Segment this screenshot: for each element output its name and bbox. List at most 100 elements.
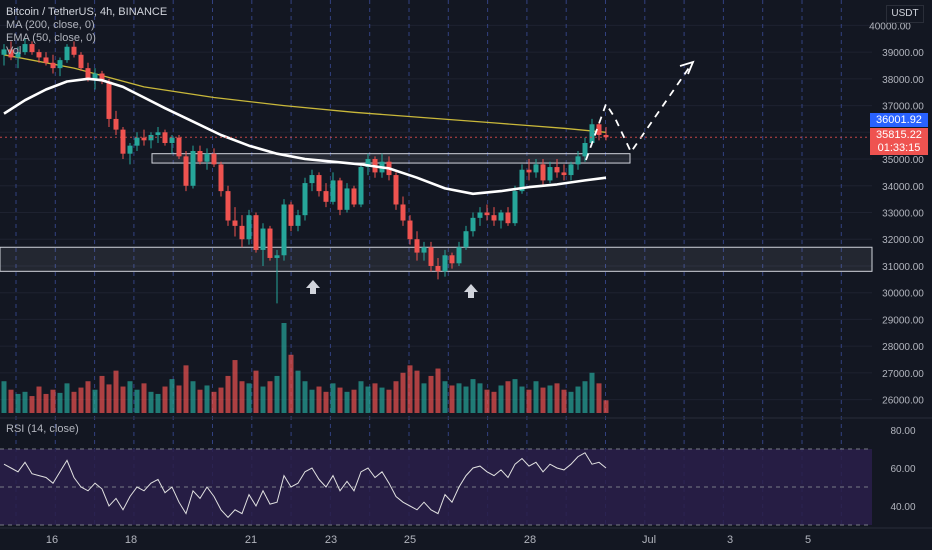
- volume-bar: [120, 386, 126, 413]
- candle-body: [428, 247, 434, 266]
- candle-body: [29, 44, 35, 53]
- volume-bar: [85, 381, 91, 413]
- price-tick-label: 39000.00: [882, 48, 924, 59]
- annotations-layer: [0, 60, 872, 298]
- candle-body: [246, 215, 252, 240]
- candle-body: [204, 153, 210, 162]
- volume-bar: [435, 368, 441, 413]
- candle-body: [295, 215, 301, 226]
- last-price-tag: 35815.22: [870, 128, 928, 142]
- candle-body: [351, 188, 357, 205]
- currency-badge[interactable]: USDT: [886, 5, 924, 23]
- volume-bar: [260, 386, 266, 413]
- rsi-legend[interactable]: RSI (14, close): [6, 423, 79, 435]
- volume-bar: [477, 383, 483, 413]
- bottom-arrow: [464, 284, 478, 298]
- candle-body: [211, 153, 217, 165]
- candle-body: [344, 188, 350, 210]
- candle-body: [582, 142, 588, 157]
- volume-bar: [204, 385, 210, 413]
- candle-body: [134, 137, 140, 146]
- price-tick-label: 34000.00: [882, 182, 924, 193]
- price-tick-label: 33000.00: [882, 209, 924, 220]
- candle-body: [113, 118, 119, 130]
- candle-body: [554, 167, 560, 173]
- candle-body: [78, 54, 84, 69]
- rsi-line: [3, 452, 607, 519]
- volume-bar: [442, 381, 448, 413]
- candle-body: [197, 151, 203, 162]
- time-tick-label: 23: [325, 534, 337, 546]
- candle-body: [337, 180, 343, 210]
- volume-bar: [596, 383, 602, 413]
- candle-body: [22, 44, 28, 53]
- candle-body: [589, 124, 595, 143]
- volume-bar: [575, 386, 581, 413]
- candle-body: [57, 60, 63, 69]
- volume-bar: [92, 389, 98, 413]
- volume-bar: [155, 393, 161, 413]
- rsi-pane: [0, 417, 932, 526]
- candle-body: [400, 204, 406, 221]
- volume-bar: [127, 381, 133, 413]
- candle-body: [190, 151, 196, 186]
- candle-body: [505, 212, 511, 224]
- ema50-line: [3, 77, 607, 196]
- candle-body: [498, 212, 504, 221]
- volume-bar: [358, 381, 364, 413]
- time-tick-label: 25: [404, 534, 416, 546]
- volume-bar: [547, 385, 553, 413]
- volume-bar: [309, 389, 315, 413]
- session-lines: [15, 0, 842, 528]
- candle-body: [225, 191, 231, 221]
- volume-bar: [302, 381, 308, 413]
- price-tick-label: 35000.00: [882, 155, 924, 166]
- candle-body: [253, 215, 259, 250]
- volume-bar: [568, 391, 574, 413]
- volume-bar: [57, 392, 63, 413]
- candle-body: [176, 137, 182, 157]
- time-tick-label: 16: [46, 534, 58, 546]
- volume-bar: [8, 389, 14, 413]
- time-tick-label: 28: [524, 534, 536, 546]
- volume-bar: [428, 375, 434, 413]
- volume-bar: [414, 370, 420, 413]
- candle-body: [239, 225, 245, 240]
- volume-bar: [456, 383, 462, 413]
- candle-body: [15, 52, 21, 58]
- volume-bar: [498, 385, 504, 413]
- volume-bar: [365, 386, 371, 413]
- volume-bar: [554, 383, 560, 413]
- candle-body: [442, 255, 448, 272]
- candle-body: [330, 180, 336, 202]
- candle-body: [36, 52, 42, 58]
- volume-bar: [134, 389, 140, 413]
- candle-body: [169, 137, 175, 143]
- price-tick-label: 30000.00: [882, 289, 924, 300]
- candle-body: [456, 247, 462, 264]
- candle-body: [183, 156, 189, 186]
- volume-bar: [169, 379, 175, 413]
- candle-body: [470, 217, 476, 232]
- candle-body: [603, 134, 609, 138]
- volume-bar: [218, 387, 224, 413]
- volume-bar: [421, 383, 427, 413]
- candle-body: [1, 49, 7, 55]
- volume-bar: [519, 386, 525, 413]
- volume-bar: [176, 385, 182, 413]
- volume-bar: [22, 391, 28, 413]
- volume-bar: [225, 375, 231, 413]
- volume-bar: [43, 393, 49, 413]
- volume-bar: [113, 370, 119, 413]
- candle-body: [302, 183, 308, 216]
- candle-body: [274, 255, 280, 258]
- volume-bar: [379, 387, 385, 413]
- volume-bar: [505, 381, 511, 413]
- candle-body: [120, 129, 126, 154]
- candle-body: [309, 175, 315, 184]
- candle-body: [449, 255, 455, 264]
- volume-bar: [267, 381, 273, 413]
- volume-bar: [211, 391, 217, 413]
- volume-bar: [281, 323, 287, 413]
